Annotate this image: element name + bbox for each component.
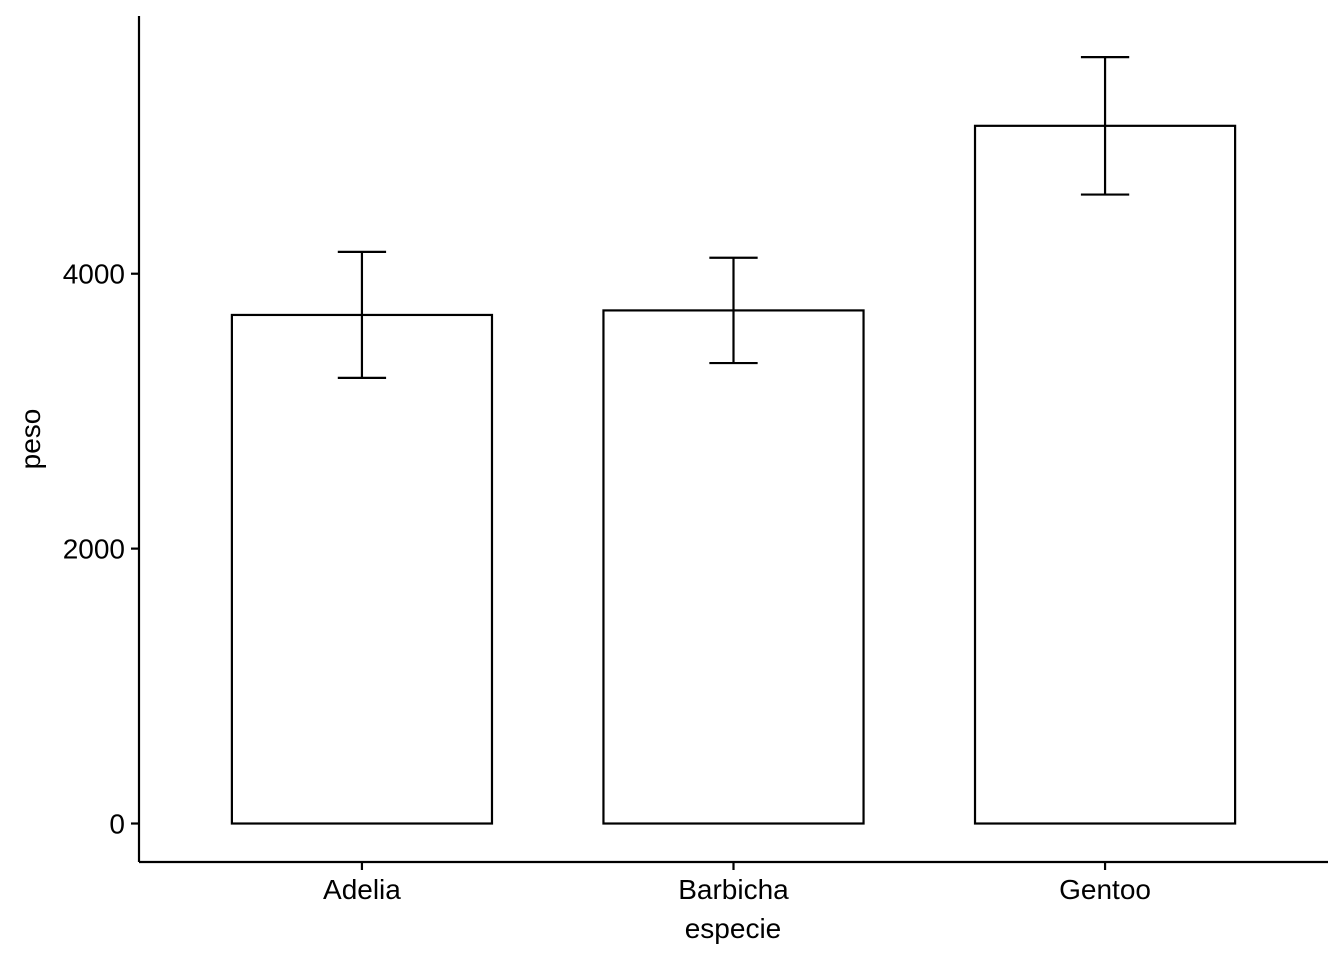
error-bar-adelia	[337, 250, 387, 380]
error-bar-gentoo	[1080, 55, 1130, 196]
x-axis-title: especie	[685, 913, 782, 944]
bar-barbicha	[602, 309, 865, 825]
x-tick-label: Barbicha	[678, 874, 789, 905]
x-ticks-layer: Adelia Barbicha Gentoo	[323, 862, 1151, 905]
error-bar-barbicha	[709, 256, 758, 365]
x-tick-label: Adelia	[323, 874, 401, 905]
bar-adelia	[230, 313, 494, 825]
y-tick-label: 4000	[63, 259, 125, 290]
bar-gentoo	[973, 124, 1237, 825]
bars-layer	[230, 124, 1237, 825]
y-tick-label: 2000	[63, 534, 125, 565]
y-axis-title: peso	[15, 409, 46, 470]
error-bars-layer	[337, 55, 1130, 380]
x-tick-label: Gentoo	[1059, 874, 1151, 905]
y-ticks-layer: 0 2000 4000	[63, 259, 139, 840]
y-tick-label: 0	[109, 809, 125, 840]
